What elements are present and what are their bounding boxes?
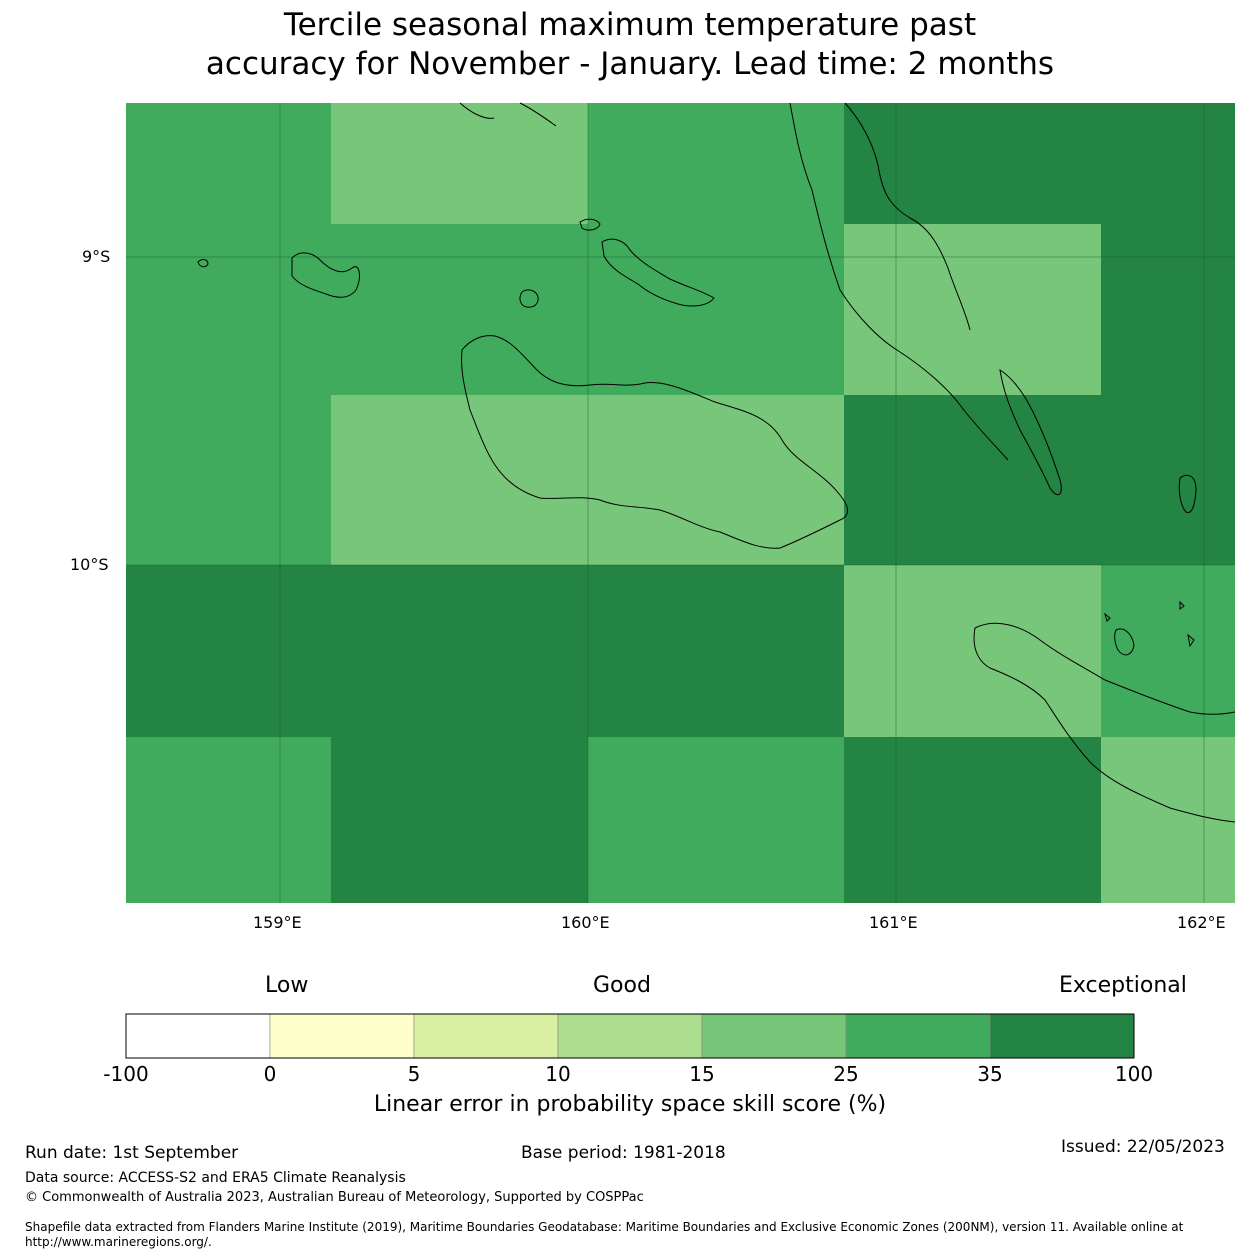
coastline-small-isle-1 — [579, 218, 601, 231]
colorbar-tick-1: 0 — [263, 1062, 277, 1086]
map-cell-r0-c4 — [844, 103, 1101, 224]
lon-label-162e: 162°E — [1177, 913, 1226, 932]
colorbar-tick-6: 35 — [977, 1062, 1003, 1086]
map-cell-r2-c0 — [126, 395, 331, 565]
issued-date: Issued: 22/05/2023 — [1061, 1137, 1225, 1157]
map-cell-r0-c5 — [1101, 103, 1235, 224]
colorbar-box-6 — [989, 1013, 1135, 1059]
coastline-small-isle-3 — [1178, 474, 1197, 514]
coastline-isabel-north — [459, 102, 901, 353]
colorbar-box-2 — [413, 1013, 559, 1059]
map-cell-r1-c4 — [844, 224, 1101, 395]
map-cell-r1-c1 — [331, 224, 588, 395]
colorbar-tick-7: 100 — [1114, 1062, 1154, 1086]
map-cell-r3-c5 — [1101, 565, 1235, 737]
legend-category-low: Low — [265, 973, 309, 998]
map-cell-r3-c4 — [844, 565, 1101, 737]
legend-category-exceptional: Exceptional — [1059, 973, 1187, 998]
map-cell-r4-c5 — [1101, 737, 1235, 903]
coastline-makira — [973, 622, 1236, 823]
base-period: Base period: 1981-2018 — [521, 1143, 726, 1163]
colorbar-tick-4: 15 — [689, 1062, 715, 1086]
lon-label-161e: 161°E — [869, 913, 918, 932]
colorbar-tick-3: 10 — [545, 1062, 571, 1086]
map-cell-r2-c4 — [844, 395, 1101, 565]
copyright: © Commonwealth of Australia 2023, Austra… — [25, 1190, 644, 1205]
colorbar-tick-0: -100 — [103, 1062, 149, 1086]
shapefile-credit: Shapefile data extracted from Flanders M… — [25, 1220, 1184, 1249]
colorbar — [125, 1013, 1135, 1059]
map-cells — [126, 103, 1235, 903]
map-cell-r4-c3 — [588, 737, 844, 903]
lat-label-10s: 10°S — [70, 555, 109, 574]
map-cell-r2-c5 — [1101, 395, 1235, 565]
coastline-guadalcanal — [461, 335, 848, 549]
data-source: Data source: ACCESS-S2 and ERA5 Climate … — [25, 1170, 406, 1186]
skill-map — [126, 102, 1236, 903]
map-cell-r4-c0 — [126, 737, 331, 903]
map-cell-r4-c1 — [331, 737, 588, 903]
map-cell-r2-c1 — [331, 395, 588, 565]
coastline-malaita — [999, 369, 1062, 496]
map-cell-r3-c1 — [331, 565, 588, 737]
coastline-nggela — [601, 238, 715, 307]
colorbar-tick-5: 25 — [833, 1062, 859, 1086]
map-cell-r3-c3 — [588, 565, 844, 737]
coastline-isabel-main — [844, 102, 1009, 461]
map-cell-r1-c3 — [588, 224, 844, 395]
map-cell-r0-c0 — [126, 103, 331, 224]
colorbar-box-5 — [845, 1013, 991, 1059]
colorbar-tick-2: 5 — [407, 1062, 421, 1086]
title-line-1: Tercile seasonal maximum temperature pas… — [283, 7, 977, 43]
map-cell-r0-c3 — [588, 103, 844, 224]
colorbar-frame — [125, 1013, 1135, 1059]
map-cell-r4-c4 — [844, 737, 1101, 903]
coastline-small-isle-4 — [1114, 628, 1135, 656]
coastline-small-isle-5 — [1104, 600, 1195, 648]
title-line-2: accuracy for November - January. Lead ti… — [205, 46, 1055, 82]
lon-label-159e: 159°E — [253, 913, 302, 932]
map-gridlines — [126, 103, 1235, 903]
colorbar-box-0 — [125, 1013, 271, 1059]
colorbar-boxes — [125, 1013, 1135, 1059]
lat-label-9s: 9°S — [82, 247, 111, 266]
map-cell-r0-c1 — [331, 103, 588, 224]
map-cell-r1-c5 — [1101, 224, 1235, 395]
colorbar-label: Linear error in probability space skill … — [373, 1092, 887, 1117]
colorbar-box-3 — [557, 1013, 703, 1059]
run-date: Run date: 1st September — [25, 1143, 239, 1163]
legend-category-good: Good — [593, 973, 651, 998]
map-cell-r3-c0 — [126, 565, 331, 737]
coastlines — [197, 102, 1236, 823]
coastline-russell — [291, 252, 360, 298]
colorbar-box-4 — [701, 1013, 847, 1059]
coastline-savo — [519, 289, 539, 308]
colorbar-box-1 — [269, 1013, 415, 1059]
lon-label-160e: 160°E — [561, 913, 610, 932]
map-cell-r1-c0 — [126, 224, 331, 395]
coastline-small-isle-2 — [197, 259, 209, 268]
map-cell-r2-c3 — [588, 395, 844, 565]
